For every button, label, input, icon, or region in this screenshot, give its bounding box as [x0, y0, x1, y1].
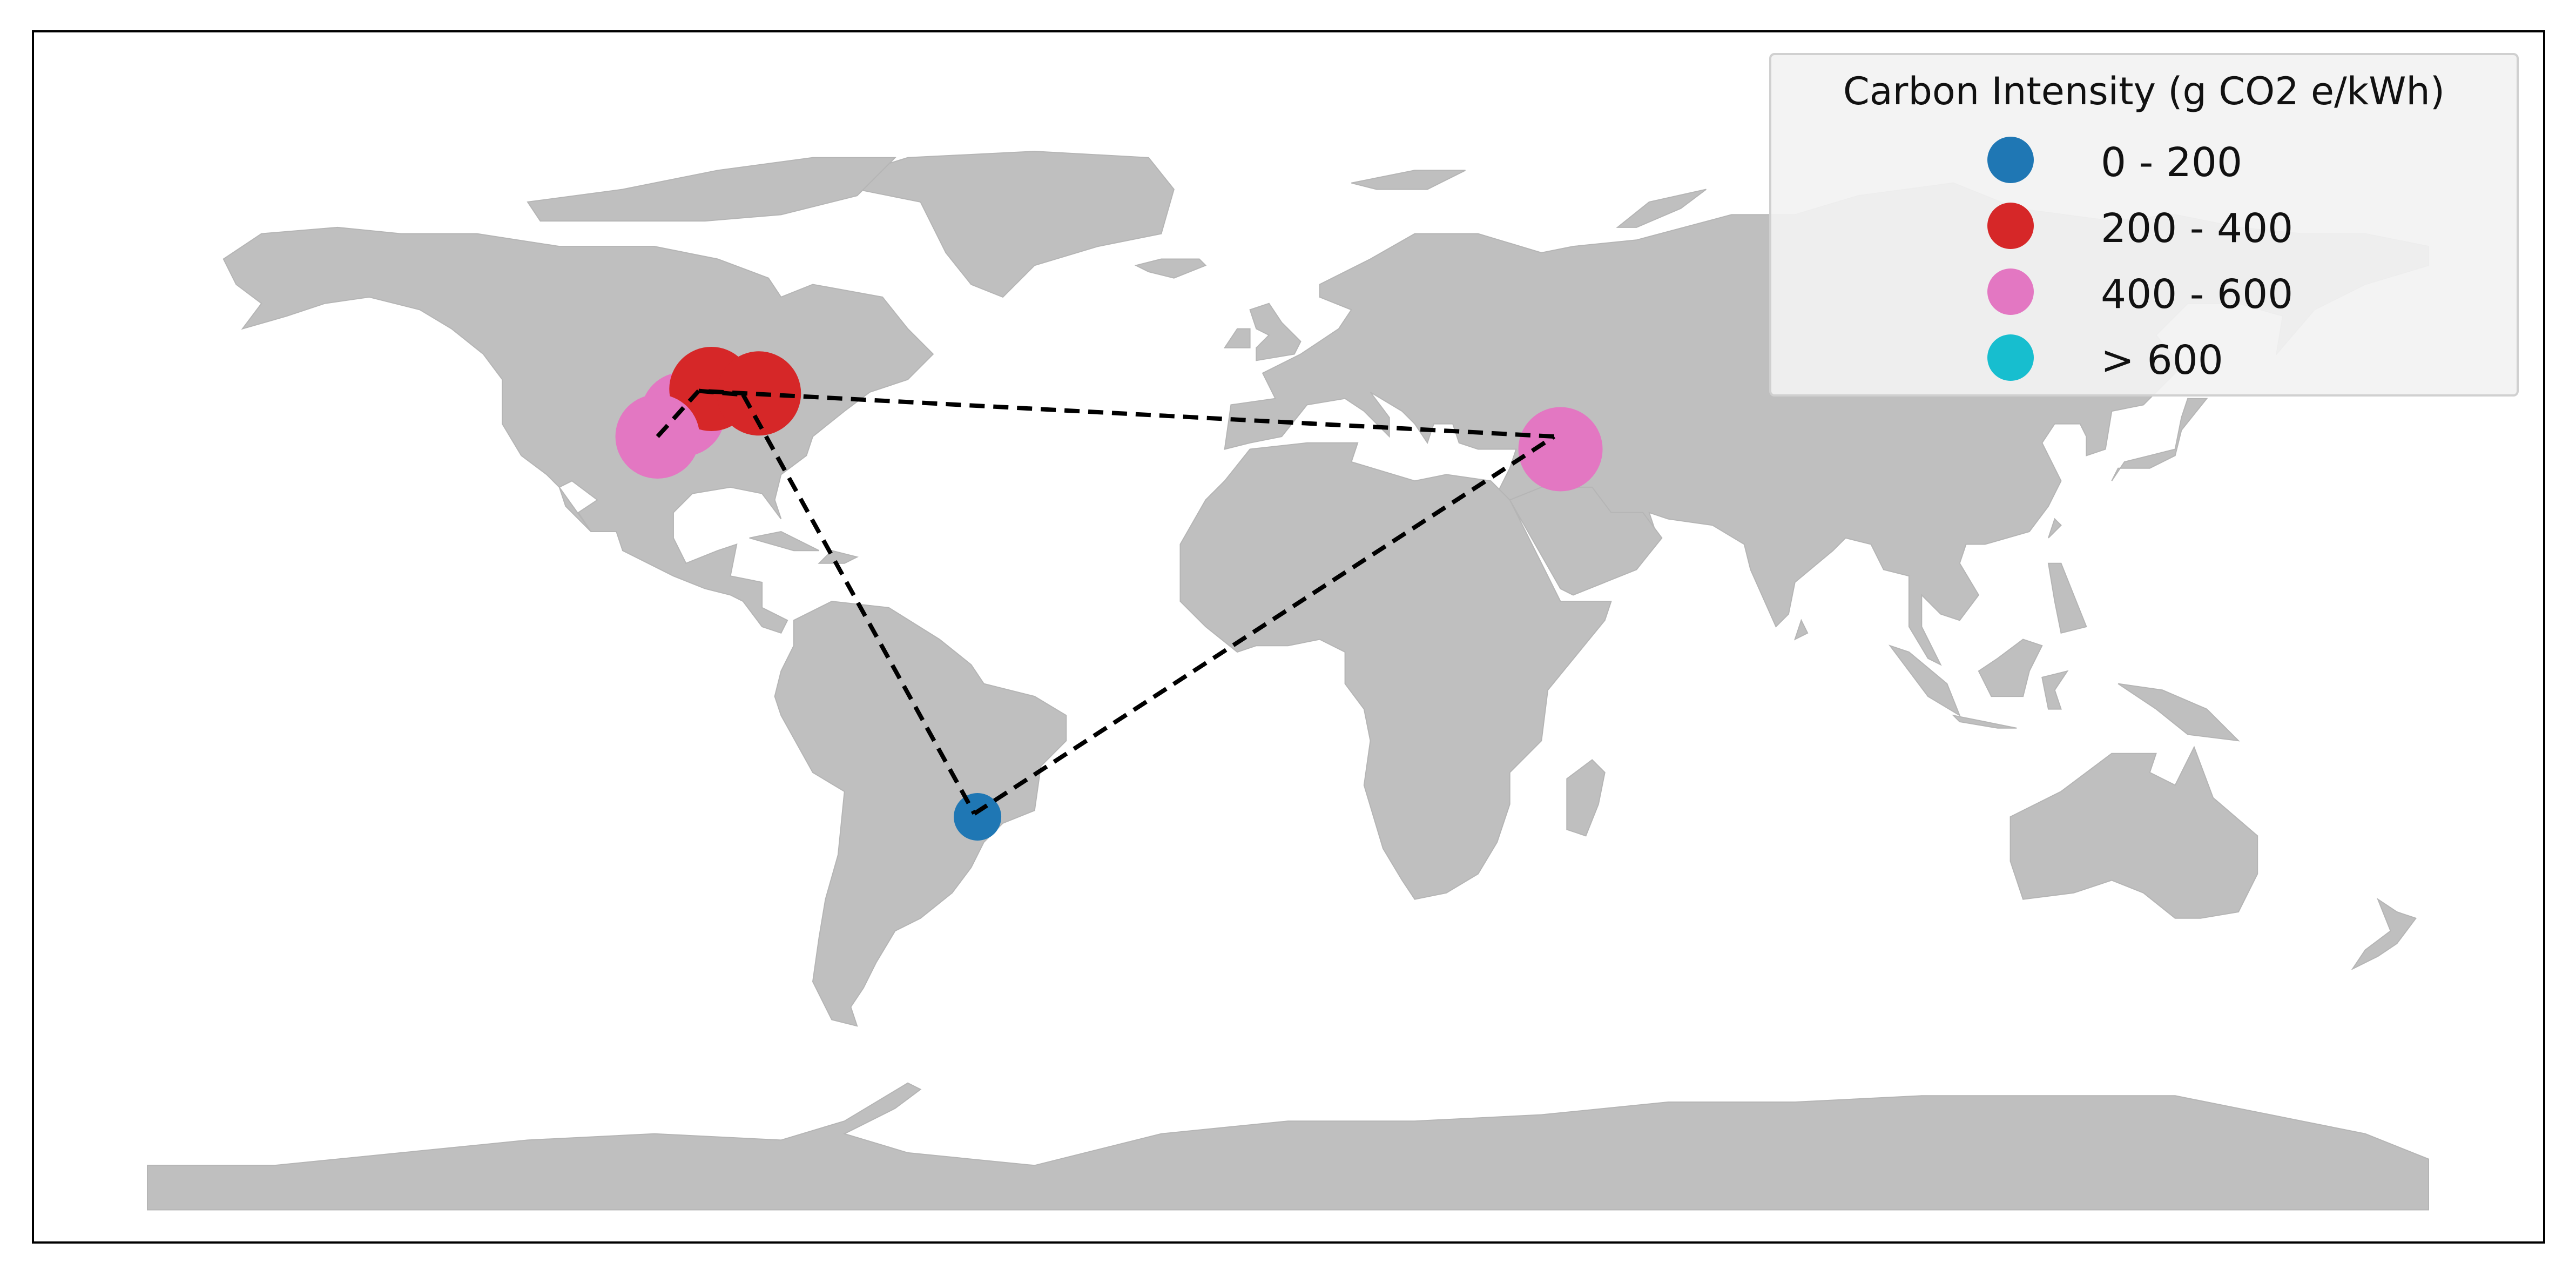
legend-entry-0-200: 0 - 200 [1771, 135, 2517, 186]
land-novaya-zemlya [1616, 189, 1707, 228]
legend-entry-over-600: > 600 [1771, 333, 2517, 384]
legend-swatch-red [1987, 203, 2034, 249]
land-africa [1179, 442, 1612, 900]
site-marker-brazil-south [954, 793, 1002, 841]
legend: Carbon Intensity (g CO2 e/kWh) 0 - 200 2… [1769, 53, 2519, 397]
land-south-america [774, 601, 1067, 1027]
legend-label: 400 - 600 [2101, 271, 2294, 318]
legend-entry-200-400: 200 - 400 [1771, 201, 2517, 252]
route-lines [656, 388, 1555, 816]
land-sulawesi [2041, 670, 2069, 710]
land-iceland [1134, 258, 1207, 279]
legend-swatch-pink [1987, 268, 2034, 315]
site-marker-middle-east [1518, 407, 1603, 492]
land-sri-lanka [1793, 619, 1809, 641]
route-segment [973, 434, 1555, 816]
land-australia [2009, 746, 2258, 919]
land-new-zealand [2351, 897, 2417, 971]
land-arctic-islands [527, 157, 896, 222]
land-svalbard [1351, 170, 1466, 190]
legend-entry-400-600: 400 - 600 [1771, 267, 2517, 318]
land-greenland [825, 151, 1175, 298]
legend-label: > 600 [2101, 337, 2223, 384]
land-north-america [222, 226, 934, 634]
legend-swatch-cyan [1987, 334, 2034, 381]
land-new-guinea [2118, 683, 2240, 742]
land-uk [1249, 303, 1302, 361]
legend-swatch-blue [1987, 137, 2034, 183]
land-indonesia-sumatra [1888, 644, 1961, 717]
land-cuba [749, 530, 820, 552]
land-taiwan [2048, 518, 2062, 539]
land-japan [2111, 398, 2208, 481]
land-madagascar [1566, 759, 1606, 837]
legend-label: 200 - 400 [2101, 205, 2294, 252]
route-segment [741, 393, 976, 815]
route-segment [656, 389, 700, 438]
land-philippines [2047, 562, 2087, 634]
route-segment [698, 388, 1555, 439]
land-ireland [1223, 328, 1251, 348]
land-antarctica [147, 1082, 2429, 1211]
land-borneo [1978, 639, 2043, 697]
land-indonesia-java [1951, 714, 2017, 729]
legend-title: Carbon Intensity (g CO2 e/kWh) [1843, 69, 2445, 113]
legend-label: 0 - 200 [2101, 139, 2243, 186]
